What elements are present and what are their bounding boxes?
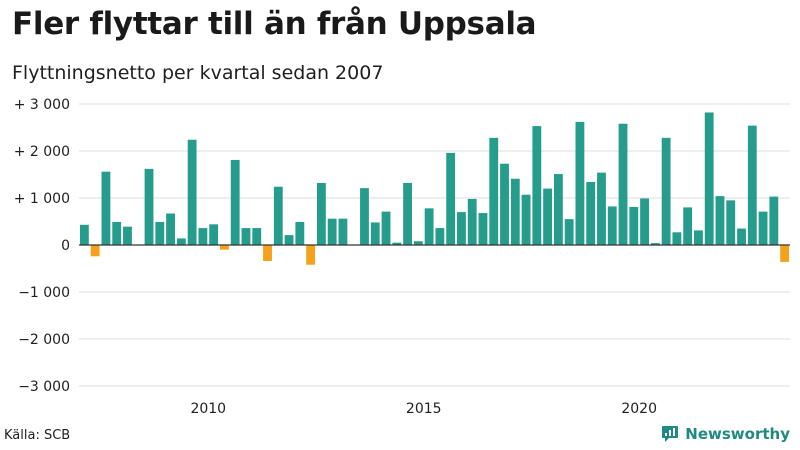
bar-2020K1: [640, 198, 649, 245]
bar-2008K1: [123, 226, 132, 245]
y-tick-label: −3 000: [18, 379, 70, 395]
bar-2015K2: [435, 228, 445, 245]
x-tick-label: 2020: [621, 401, 657, 417]
bar-2019K1: [597, 172, 606, 245]
y-tick-label: −1 000: [18, 285, 70, 301]
y-tick-label: + 2 000: [14, 144, 70, 160]
bar-2011K1: [252, 228, 262, 245]
bar-2009K4: [198, 228, 208, 245]
bar-2016K4: [500, 163, 509, 245]
bar-2016K3: [489, 137, 499, 245]
bar-2010K1: [209, 224, 219, 245]
y-axis-labels: −3 000 −2 000 −1 000 0 + 1 000 + 2 000 + 3 000: [14, 97, 70, 395]
y-tick-label: 0: [61, 238, 70, 254]
bar-2012K4: [327, 218, 337, 245]
x-axis-labels: 2010 2015 2020: [190, 401, 657, 417]
chart-title: Fler flyttar till än från Uppsala: [12, 6, 537, 42]
bar-2023K1: [769, 196, 779, 245]
bar-2023K2: [780, 245, 790, 262]
bar-2009K1: [166, 213, 175, 245]
bar-2012K1: [295, 221, 305, 245]
bar-2022K3: [747, 125, 757, 245]
bar-2007K4: [112, 221, 122, 245]
bar-2014K3: [403, 182, 412, 245]
bar-2020K4: [672, 232, 682, 245]
bar-2009K3: [187, 139, 197, 245]
bar-2007K1: [79, 224, 89, 245]
newsworthy-logo: Newsworthy: [661, 425, 790, 443]
bar-2011K2: [263, 245, 272, 261]
bar-2018K2: [564, 219, 574, 245]
bar-2022K2: [737, 228, 746, 245]
bar-2014K4: [413, 241, 423, 245]
bar-2011K4: [284, 235, 294, 245]
bar-2013K4: [370, 222, 380, 245]
bar-2019K2: [607, 206, 617, 245]
bar-2010K3: [230, 159, 240, 245]
bar-2012K3: [316, 182, 326, 245]
y-tick-label: + 1 000: [14, 191, 70, 207]
bar-2008K3: [144, 168, 154, 245]
bar-2018K3: [575, 121, 585, 245]
bar-2011K3: [273, 186, 283, 245]
bar-2017K1: [510, 178, 520, 245]
newsworthy-logo-icon: [662, 426, 679, 442]
bar-2018K4: [586, 182, 596, 245]
bar-2018K1: [553, 174, 563, 245]
logo-text: Newsworthy: [685, 425, 790, 443]
bar-2013K1: [338, 218, 348, 245]
source-note: Källa: SCB: [4, 428, 71, 443]
bar-2007K3: [101, 171, 111, 245]
bar-2012K2: [306, 245, 316, 265]
bar-2015K1: [424, 208, 434, 245]
bar-2017K2: [521, 194, 531, 245]
bar-2022K4: [758, 211, 768, 245]
bar-2010K2: [220, 245, 229, 250]
grid-lines: [79, 103, 790, 387]
bar-2015K4: [457, 212, 466, 245]
bar-2022K1: [726, 200, 736, 245]
y-tick-label: −2 000: [18, 332, 70, 348]
bar-2021K2: [694, 230, 703, 245]
x-tick-label: 2015: [406, 401, 442, 417]
bar-2008K4: [155, 221, 165, 245]
bar-2021K3: [704, 112, 714, 246]
y-tick-label: + 3 000: [14, 97, 70, 113]
bar-2017K4: [543, 188, 553, 245]
bar-2017K3: [532, 126, 542, 245]
x-tick-label: 2010: [190, 401, 226, 417]
bar-2014K2: [392, 242, 402, 245]
bar-2015K3: [446, 152, 456, 245]
bar-2013K3: [360, 188, 369, 245]
bar-2019K4: [629, 206, 639, 245]
bar-2010K4: [241, 228, 251, 245]
bar-2009K2: [176, 238, 186, 245]
bar-2016K2: [478, 213, 488, 245]
bar-2016K1: [467, 198, 477, 245]
bar-2021K1: [683, 207, 693, 245]
bars: [79, 112, 790, 265]
bar-2020K3: [661, 137, 671, 245]
bar-2007K2: [90, 245, 100, 257]
bar-2020K2: [650, 243, 660, 245]
bar-2019K3: [618, 123, 628, 245]
bar-2021K4: [715, 196, 725, 245]
chart-subtitle: Flyttningsnetto per kvartal sedan 2007: [12, 62, 384, 84]
bar-2014K1: [381, 211, 391, 245]
